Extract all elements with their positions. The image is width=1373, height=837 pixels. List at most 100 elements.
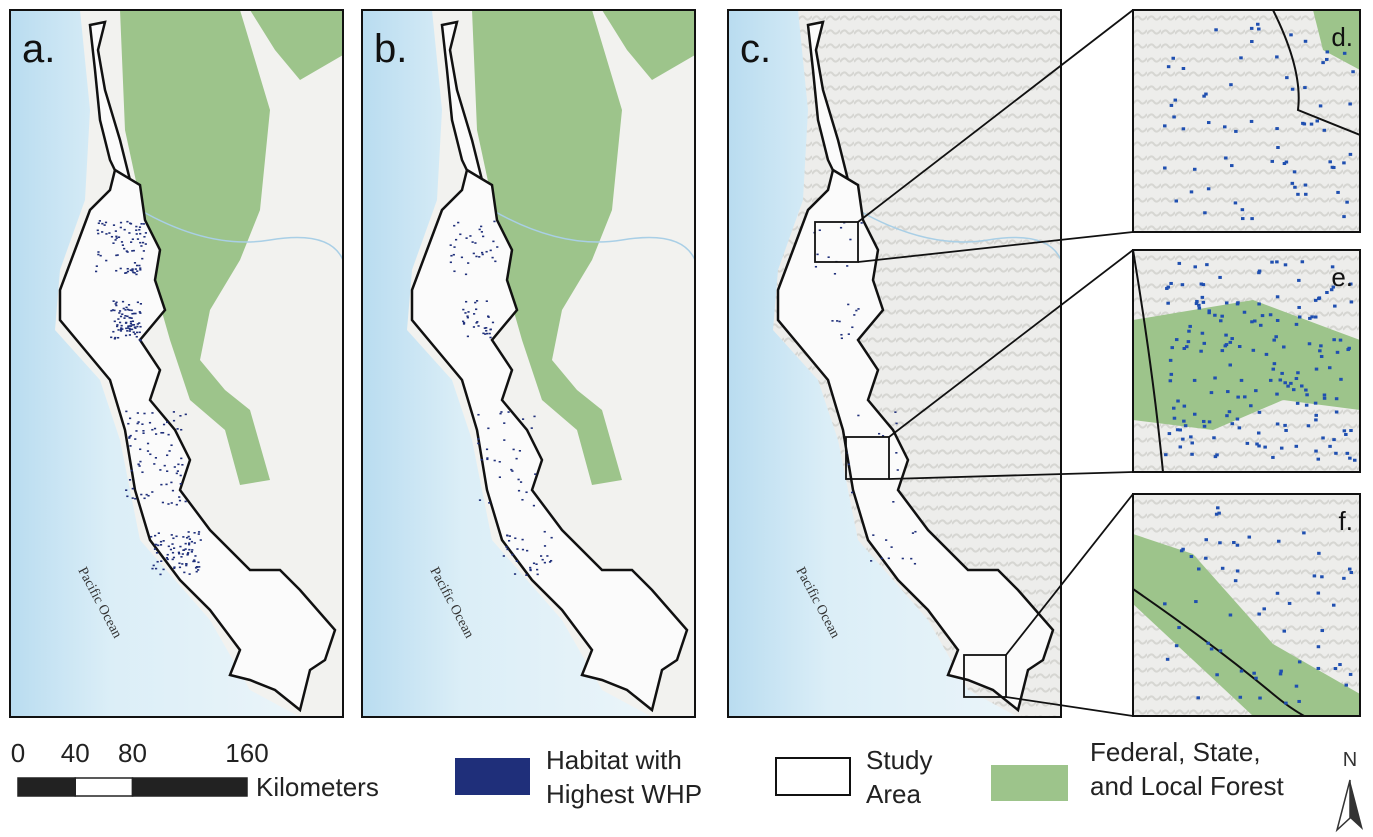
habitat-patch	[131, 250, 133, 252]
panel-label: a.	[22, 27, 55, 71]
habitat-patch	[1348, 457, 1352, 460]
habitat-patch	[462, 309, 464, 311]
habitat-patch	[134, 498, 136, 500]
habitat-patch	[180, 475, 182, 477]
habitat-patch	[1168, 432, 1172, 435]
habitat-patch	[503, 422, 505, 424]
habitat-patch	[113, 300, 115, 302]
habitat-patch	[139, 312, 141, 314]
habitat-patch	[105, 260, 107, 262]
habitat-patch	[525, 491, 527, 493]
habitat-patch	[140, 494, 142, 496]
habitat-patch	[176, 428, 178, 430]
inset-label: f.	[1339, 506, 1353, 536]
habitat-patch	[115, 302, 117, 304]
habitat-patch	[1250, 40, 1254, 43]
habitat-patch	[131, 270, 133, 272]
habitat-patch	[177, 470, 179, 472]
habitat-patch	[1231, 422, 1235, 425]
habitat-patch	[129, 223, 131, 225]
habitat-patch	[1215, 673, 1219, 676]
inset: d.	[1133, 10, 1360, 232]
habitat-patch	[493, 221, 495, 223]
habitat-patch	[170, 444, 172, 446]
habitat-patch	[191, 541, 193, 543]
habitat-patch	[120, 316, 122, 318]
habitat-patch	[114, 239, 116, 241]
habitat-patch	[173, 557, 175, 559]
habitat-patch	[846, 265, 848, 267]
habitat-patch	[143, 236, 145, 238]
habitat-patch	[1255, 442, 1259, 445]
habitat-patch	[1291, 182, 1295, 185]
habitat-patch	[136, 326, 138, 328]
habitat-patch	[179, 567, 181, 569]
habitat-patch	[114, 338, 116, 340]
habitat-patch	[115, 230, 117, 232]
habitat-patch	[132, 320, 134, 322]
habitat-patch	[1335, 397, 1339, 400]
habitat-patch	[147, 495, 149, 497]
habitat-patch	[185, 414, 187, 416]
habitat-patch	[1203, 342, 1207, 345]
habitat-patch	[134, 438, 136, 440]
habitat-patch	[1314, 402, 1318, 405]
habitat-patch	[124, 315, 126, 317]
habitat-patch	[462, 321, 464, 323]
scale-label: 160	[225, 738, 268, 768]
habitat-patch	[476, 300, 478, 302]
habitat-patch	[459, 233, 461, 235]
habitat-patch	[114, 321, 116, 323]
habitat-patch	[173, 420, 175, 422]
habitat-patch	[151, 568, 153, 570]
habitat-patch	[525, 574, 527, 576]
habitat-patch	[171, 502, 173, 504]
habitat-patch	[1346, 348, 1350, 351]
habitat-patch	[108, 232, 110, 234]
habitat-patch	[96, 265, 98, 267]
habitat-patch	[1169, 379, 1173, 382]
habitat-patch	[912, 532, 914, 534]
habitat-patch	[1271, 456, 1275, 459]
habitat-patch	[1174, 99, 1178, 102]
habitat-patch	[1214, 455, 1218, 458]
habitat-patch	[535, 563, 537, 565]
habitat-patch	[1182, 420, 1186, 423]
habitat-patch	[137, 238, 139, 240]
inset: f.	[1133, 494, 1360, 726]
habitat-patch	[117, 337, 119, 339]
habitat-patch	[1342, 577, 1346, 580]
habitat-patch	[1284, 702, 1288, 705]
habitat-patch	[134, 313, 136, 315]
habitat-patch	[95, 271, 97, 273]
habitat-patch	[1269, 313, 1273, 316]
habitat-patch	[172, 552, 174, 554]
habitat-patch	[1289, 33, 1293, 36]
habitat-patch	[137, 323, 139, 325]
habitat-patch	[1284, 263, 1288, 266]
habitat-patch	[119, 322, 121, 324]
habitat-patch	[1185, 345, 1189, 348]
habitat-patch	[902, 558, 904, 560]
north-arrow-left	[1337, 780, 1350, 830]
habitat-patch	[160, 484, 162, 486]
habitat-patch	[1275, 55, 1279, 58]
habitat-patch	[1333, 305, 1337, 308]
habitat-patch	[482, 254, 484, 256]
habitat-patch	[126, 330, 128, 332]
habitat-patch	[126, 221, 128, 223]
habitat-patch	[520, 481, 522, 483]
habitat-patch	[1204, 538, 1208, 541]
habitat-patch	[105, 222, 107, 224]
habitat-patch	[112, 242, 114, 244]
habitat-patch	[130, 241, 132, 243]
habitat-patch	[1163, 602, 1167, 605]
habitat-patch	[537, 574, 539, 576]
habitat-patch	[1166, 658, 1170, 661]
habitat-patch	[1339, 339, 1343, 342]
habitat-patch	[175, 535, 177, 537]
habitat-patch	[1305, 393, 1309, 396]
habitat-patch	[129, 418, 131, 420]
habitat-patch	[185, 501, 187, 503]
habitat-patch	[1208, 420, 1212, 423]
